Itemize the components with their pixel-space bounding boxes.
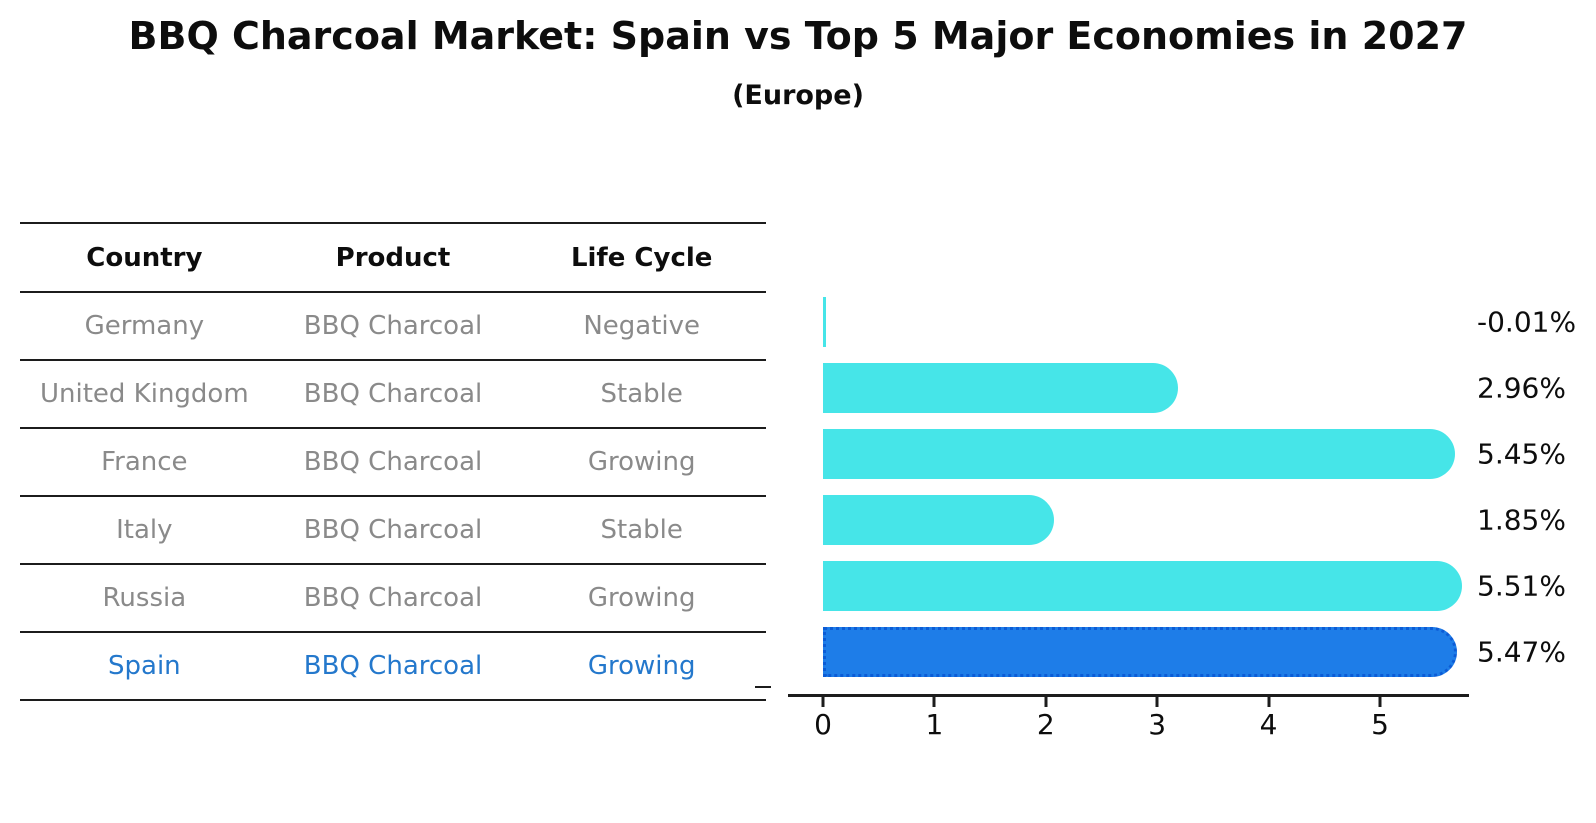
x-tick-label-5: 5 xyxy=(1371,708,1389,741)
x-tick-mark-5 xyxy=(1378,697,1382,707)
table-row-france: France BBQ Charcoal Growing xyxy=(20,427,766,495)
table-row-italy: Italy BBQ Charcoal Stable xyxy=(20,495,766,563)
x-tick-mark-0 xyxy=(821,697,825,707)
table-header-row: Country Product Life Cycle xyxy=(20,222,766,291)
cell-life-cycle: Stable xyxy=(600,379,683,409)
cell-life-cycle: Growing xyxy=(587,651,696,681)
table-row-united-kingdom: United Kingdom BBQ Charcoal Stable xyxy=(20,359,766,427)
cell-country: Germany xyxy=(84,311,205,341)
header-product: Product xyxy=(335,242,451,273)
cell-product: BBQ Charcoal xyxy=(303,583,483,613)
cell-life-cycle: Stable xyxy=(600,515,683,545)
value-label-germany: -0.01% xyxy=(1477,305,1577,339)
value-label-spain: 5.47% xyxy=(1477,635,1566,669)
value-label-united-kingdom: 2.96% xyxy=(1477,371,1566,405)
country-table: Country Product Life Cycle Germany BBQ Ch… xyxy=(20,222,766,701)
cell-product: BBQ Charcoal xyxy=(303,379,483,409)
cell-product: BBQ Charcoal xyxy=(303,447,483,477)
bar-italy xyxy=(823,495,1054,545)
x-tick-label-0: 0 xyxy=(814,708,832,741)
header-life-cycle: Life Cycle xyxy=(570,242,713,273)
cell-country: Russia xyxy=(102,583,187,613)
bar-russia xyxy=(823,561,1462,611)
cell-country: France xyxy=(101,447,188,477)
chart-title: BBQ Charcoal Market: Spain vs Top 5 Majo… xyxy=(128,14,1468,58)
bar-united-kingdom xyxy=(823,363,1178,413)
chart-subtitle: (Europe) xyxy=(732,80,864,111)
cell-product: BBQ Charcoal xyxy=(303,651,483,681)
x-tick-mark-3 xyxy=(1155,697,1159,707)
cell-life-cycle: Growing xyxy=(587,447,696,477)
cell-country: Italy xyxy=(116,515,173,545)
value-label-italy: 1.85% xyxy=(1477,503,1566,537)
cell-life-cycle: Negative xyxy=(583,311,701,341)
value-label-france: 5.45% xyxy=(1477,437,1566,471)
x-tick-mark-1 xyxy=(932,697,936,707)
value-label-russia: 5.51% xyxy=(1477,569,1566,603)
x-tick-label-4: 4 xyxy=(1259,708,1278,741)
cell-country: Spain xyxy=(108,651,181,681)
cell-country: United Kingdom xyxy=(39,379,249,409)
x-tick-label-1: 1 xyxy=(925,708,944,741)
y-axis-tick xyxy=(755,686,771,688)
bar-germany xyxy=(823,297,826,347)
cell-product: BBQ Charcoal xyxy=(303,515,483,545)
x-tick-label-2: 2 xyxy=(1036,708,1055,741)
bar-france xyxy=(823,429,1455,479)
x-axis-line xyxy=(788,694,1469,697)
header-country: Country xyxy=(86,242,203,273)
x-tick-label-3: 3 xyxy=(1148,708,1167,741)
cell-life-cycle: Growing xyxy=(587,583,696,613)
bar-spain xyxy=(823,627,1457,677)
cell-product: BBQ Charcoal xyxy=(303,311,483,341)
table-row-spain: Spain BBQ Charcoal Growing xyxy=(20,631,766,699)
table-row-germany: Germany BBQ Charcoal Negative xyxy=(20,291,766,359)
x-tick-mark-2 xyxy=(1044,697,1048,707)
x-tick-mark-4 xyxy=(1267,697,1271,707)
table-row-russia: Russia BBQ Charcoal Growing xyxy=(20,563,766,631)
